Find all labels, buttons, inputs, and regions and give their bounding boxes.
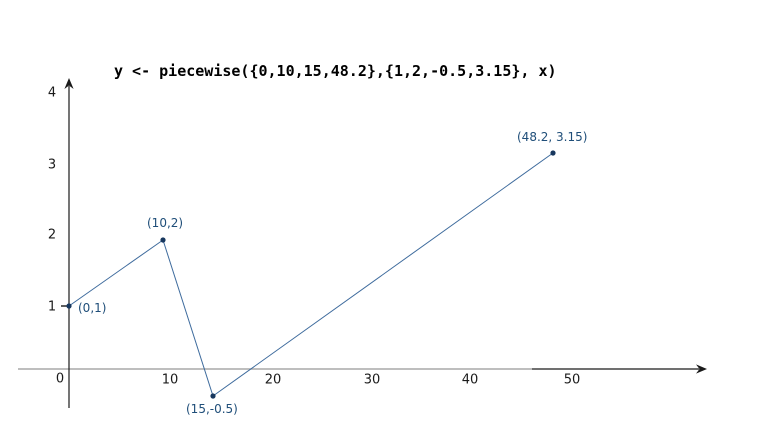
x-tick-label: 50 [563,372,581,388]
y-tick-label: 2 [47,227,57,243]
chart-title: y <- piecewise({0,10,15,48.2},{1,2,-0.5,… [114,62,557,80]
point-label: (48.2, 3.15) [517,130,588,144]
x-axis-arrow-icon [696,364,707,374]
y-axis-arrow-icon [64,78,74,89]
point-dot [66,303,72,309]
x-tick-label: 40 [461,372,479,388]
y-tick-label: 4 [47,85,57,101]
x-tick-label: 10 [161,372,179,388]
point-label: (15,-0.5) [186,402,238,416]
x-tick-label: 0 [55,371,65,387]
y-tick-label: 1 [47,299,57,315]
series-line [68,152,554,397]
y-tick-label: 3 [47,157,57,173]
point-dot [210,393,216,399]
series-layer [66,150,556,399]
x-tick-label: 20 [264,372,282,388]
point-dot [160,237,166,243]
point-dot [550,150,556,156]
x-tick-label: 30 [363,372,381,388]
point-label: (10,2) [147,216,184,230]
point-label: (0,1) [78,301,107,315]
